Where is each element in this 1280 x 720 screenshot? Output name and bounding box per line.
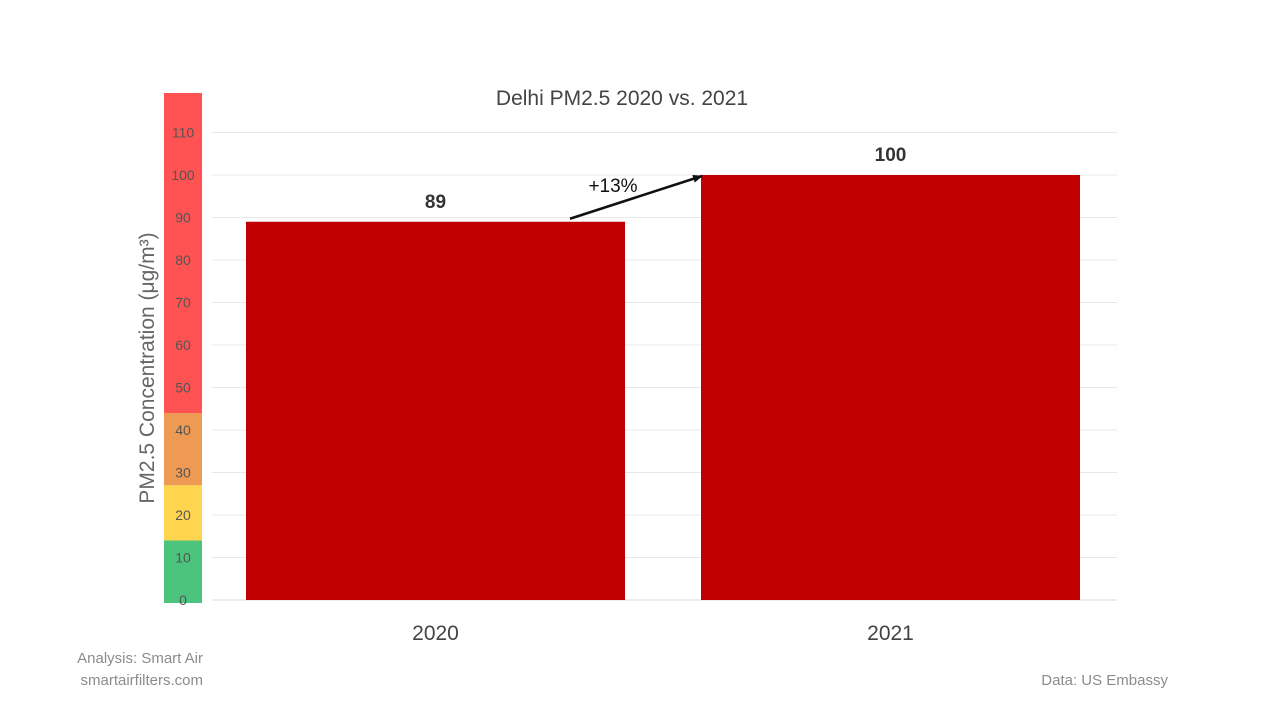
- bars: [246, 175, 1080, 600]
- aqi-band: [164, 485, 202, 541]
- aqi-band: [164, 413, 202, 486]
- y-tick-label: 20: [175, 507, 191, 523]
- change-annotation: +13%: [569, 174, 703, 220]
- y-tick-label: 30: [175, 465, 191, 481]
- data-labels: 89 100: [425, 145, 906, 213]
- y-tick-label: 110: [172, 125, 195, 141]
- y-tick-label: 10: [175, 550, 191, 566]
- data-source: Data: US Embassy: [1041, 672, 1168, 689]
- y-tick-label: 40: [175, 422, 191, 438]
- aqi-band: [164, 540, 202, 603]
- bar: [246, 221, 625, 600]
- aqi-color-scale: [164, 93, 202, 603]
- bar: [701, 175, 1080, 600]
- y-tick-label: 80: [175, 252, 191, 268]
- x-tick-label: 2021: [867, 622, 914, 645]
- y-tick-label: 0: [179, 592, 187, 608]
- change-arrow: [569, 174, 703, 220]
- aqi-band: [164, 93, 202, 413]
- x-tick-label: 2020: [412, 622, 459, 645]
- y-axis-ticks: 0 10 20 30 40 50 60 70 80 90 100 110: [171, 125, 195, 609]
- y-tick-label: 60: [175, 337, 191, 353]
- change-label: +13%: [588, 176, 637, 197]
- data-label: 100: [875, 145, 907, 166]
- chart-title: Delhi PM2.5 2020 vs. 2021: [496, 87, 748, 110]
- y-tick-label: 100: [171, 167, 195, 183]
- analysis-text: Analysis: Smart Air: [77, 650, 203, 667]
- website-link[interactable]: smartairfilters.com: [80, 672, 203, 689]
- analysis-credit: Analysis: Smart Air smartairfilters.com: [77, 648, 203, 692]
- y-tick-label: 50: [175, 380, 191, 396]
- data-label: 89: [425, 192, 446, 213]
- y-tick-label: 90: [175, 210, 191, 226]
- x-axis-labels: 2020 2021: [412, 622, 914, 645]
- y-tick-label: 70: [175, 295, 191, 311]
- y-axis-label: PM2.5 Concentration (μg/m³): [136, 232, 159, 503]
